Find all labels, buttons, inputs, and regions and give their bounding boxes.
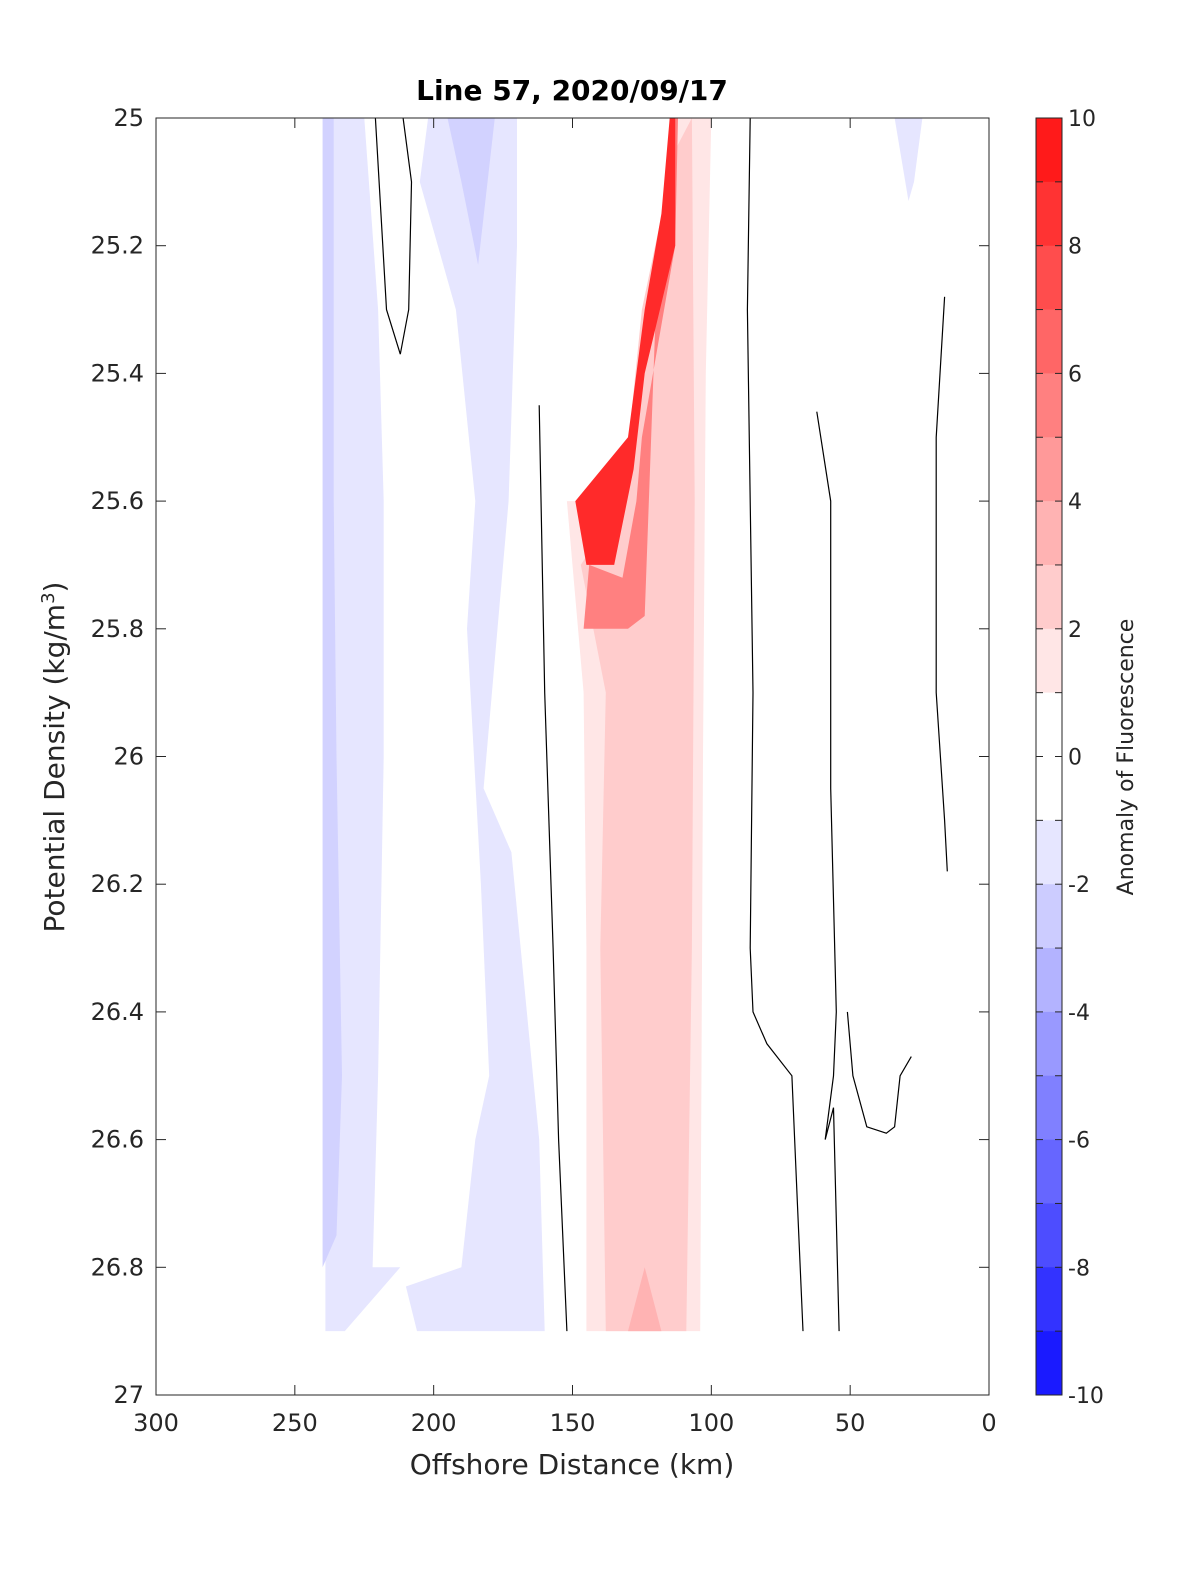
x-tick-label: 100 [688,1409,734,1437]
plot-area [156,118,989,1395]
x-tick-label: 250 [272,1409,318,1437]
contour-fill-6 [580,118,695,1332]
contour-fill-4 [894,118,923,201]
colorbar-segment [1036,1331,1062,1396]
x-tick-label: 150 [550,1409,596,1437]
colorbar-segment [1036,1075,1062,1141]
colorbar-tick-label: -4 [1068,1001,1090,1026]
contour-lines [374,118,948,1332]
contour-line-3 [816,411,840,1332]
contour-fill-7 [628,1267,662,1332]
y-tick-label: 26.6 [91,1126,144,1154]
x-axis-ticks: 300 250 200 150 100 50 0 [133,118,997,1437]
colorbar-segment [1036,1011,1062,1077]
y-axis-label-main: Potential Density (kg/m [38,604,71,933]
y-tick-label: 27 [113,1381,144,1409]
contour-fills [322,118,923,1332]
colorbar-tick-label: 2 [1068,618,1082,643]
contour-line-5 [846,1011,912,1134]
y-axis-label-close: ) [38,582,71,593]
colorbar-segment [1036,756,1062,821]
contour-fill-1 [322,118,342,1268]
colorbar-segment [1036,501,1062,566]
x-tick-label: 50 [835,1409,866,1437]
colorbar-segment [1036,1203,1062,1268]
colorbar [1036,118,1062,1396]
colorbar-tick-label: -6 [1068,1129,1090,1154]
colorbar-segment [1036,692,1062,757]
contour-line-4 [935,296,948,872]
y-tick-label: 26.8 [91,1253,144,1281]
colorbar-tick-label: 4 [1068,490,1082,515]
y-axis-ticks: 25 25.2 25.4 25.6 25.8 26 26.2 26.4 26.6 26.8 27 [91,104,989,1409]
contour-fill-2 [405,118,545,1332]
colorbar-tick-label: -8 [1068,1256,1090,1281]
colorbar-segment [1036,628,1062,694]
colorbar-segment [1036,245,1062,311]
contour-line-1 [538,405,568,1332]
contour-line-2 [746,118,804,1332]
x-tick-label: 0 [981,1409,996,1437]
y-tick-label: 25.6 [91,487,144,515]
colorbar-segment [1036,437,1062,502]
y-tick-label: 25 [113,104,144,132]
x-tick-label: 200 [411,1409,457,1437]
colorbar-label: Anomaly of Fluorescence [1114,619,1139,896]
contour-fill-0 [325,118,401,1332]
y-axis-label: Potential Density (kg/m3) [38,582,72,933]
colorbar-segment [1036,1139,1062,1204]
contour-fill-9 [575,118,676,565]
colorbar-segment [1036,181,1062,247]
colorbar-tick-label: 8 [1068,235,1082,260]
colorbar-segment [1036,118,1062,183]
y-tick-label: 26.4 [91,998,144,1026]
colorbar-segment [1036,820,1062,885]
y-tick-label: 25.2 [91,232,144,260]
y-tick-label: 26.2 [91,870,144,898]
contour-line-0 [374,118,413,355]
colorbar-segment [1036,309,1062,374]
colorbar-segment [1036,373,1062,438]
colorbar-tick-label: -2 [1068,873,1090,898]
colorbar-tick-label: 6 [1068,362,1082,387]
colorbar-ticks: 10 8 6 4 2 0 -2 -4 -6 -8 -10 [1068,107,1104,1409]
colorbar-tick-label: 10 [1068,107,1096,132]
colorbar-segment [1036,564,1062,630]
chart-title: Line 57, 2020/09/17 [416,74,728,107]
colorbar-frame [1035,117,1063,1396]
colorbar-segment [1036,884,1062,949]
colorbar-segment [1036,948,1062,1013]
y-tick-label: 25.8 [91,615,144,643]
contour-fill-3 [447,118,495,265]
colorbar-segment [1036,1267,1062,1332]
colorbar-tick-label: 0 [1068,746,1082,771]
x-axis-label: Offshore Distance (km) [410,1448,735,1481]
y-tick-label: 25.4 [91,359,144,387]
x-tick-label: 300 [133,1409,179,1437]
colorbar-tick-label: -10 [1068,1384,1104,1409]
y-axis-label-sup: 3 [38,592,59,603]
y-tick-label: 26 [113,743,144,771]
